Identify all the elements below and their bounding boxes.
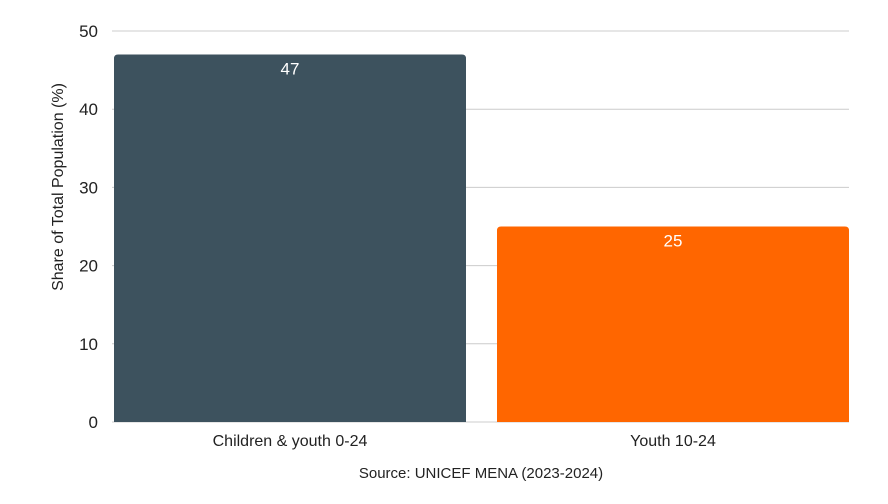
x-tick-label: Youth 10-24 [630,433,716,450]
y-tick-label: 10 [79,335,98,354]
y-tick-label: 40 [79,100,98,119]
y-tick-label: 30 [79,178,98,197]
y-axis-ticks: 0 10 20 30 40 50 [79,22,98,432]
bar [114,54,466,423]
bar [497,226,849,422]
y-axis-label: Share of Total Population (%) [50,83,67,291]
x-axis-ticks: Children & youth 0-24 Youth 10-24 [213,433,716,450]
x-axis-label: Source: UNICEF MENA (2023-2024) [359,465,603,482]
y-tick-label: 20 [79,257,98,276]
bar-data-label: 47 [281,59,300,78]
y-tick-label: 0 [89,413,98,432]
bar-data-label: 25 [664,232,683,251]
x-tick-label: Children & youth 0-24 [213,433,368,450]
bars: 47 25 [114,54,849,423]
y-tick-label: 50 [79,22,98,41]
